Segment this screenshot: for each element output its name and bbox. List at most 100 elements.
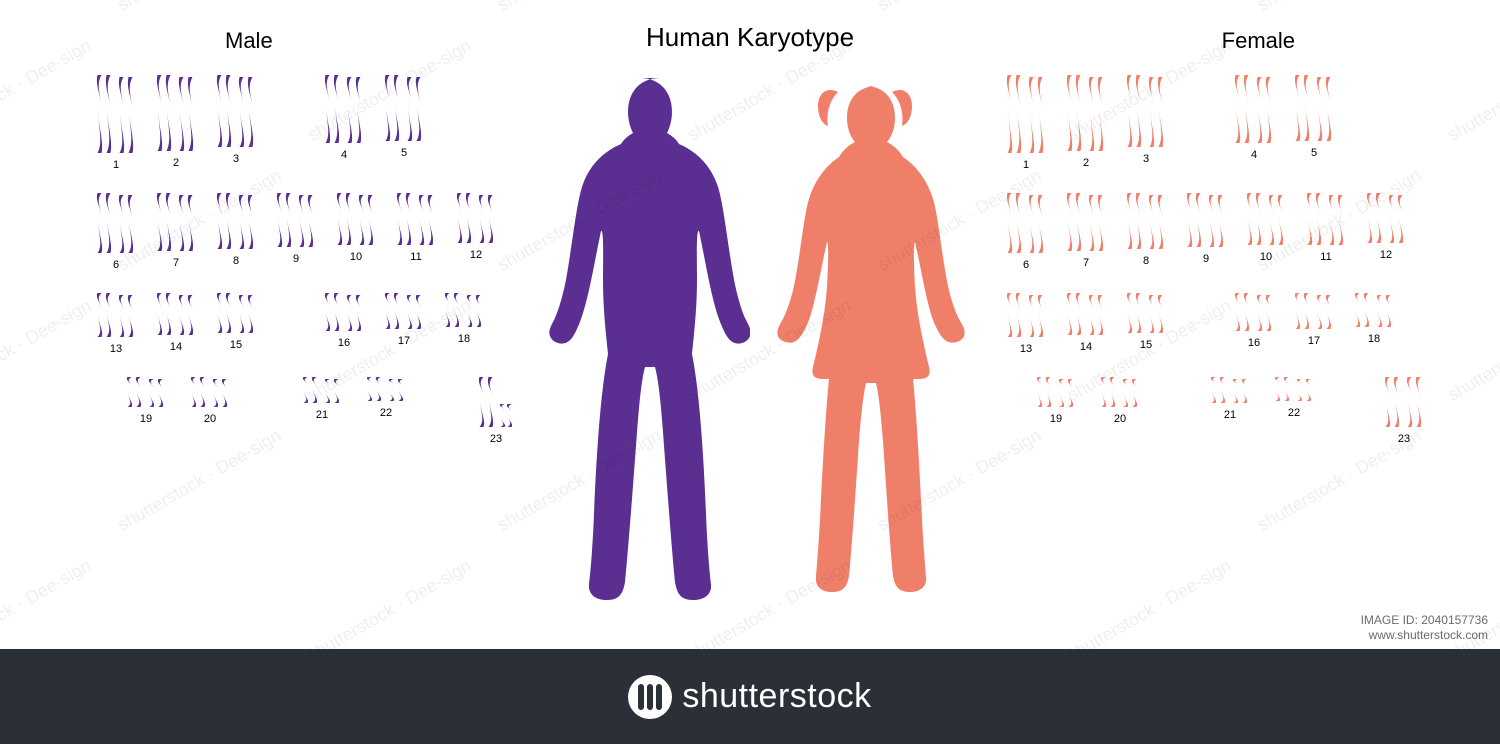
row-gap [1337, 377, 1361, 445]
row-gap [1185, 293, 1215, 355]
chromosome-pair-graphic [215, 193, 257, 249]
chromosome-pair-1: 1 [1005, 75, 1047, 171]
footer-bar: shutterstock [0, 649, 1500, 744]
chromosome-pair-graphic [395, 193, 437, 245]
chromosome-pair-7: 7 [155, 193, 197, 271]
chromosome-number-label: 10 [350, 251, 362, 263]
chromosome-number-label: 5 [401, 147, 407, 159]
karyotype-row: 19 20 21 22 23 [95, 377, 515, 445]
chromosome-number-label: 4 [341, 149, 347, 161]
chromosome-number-label: 23 [1398, 433, 1410, 445]
chromosome-pair-6: 6 [1005, 193, 1047, 271]
karyotype-row: 13 14 15 16 17 18 [95, 293, 515, 355]
chromosome-icon [1365, 193, 1385, 243]
chromosome-pair-1: 1 [95, 75, 137, 171]
chromosome-pair-5: 5 [1293, 75, 1335, 171]
chromosome-number-label: 13 [110, 343, 122, 355]
chromosome-icon [323, 293, 343, 331]
chromosome-icon [1065, 293, 1085, 335]
chromosome-pair-graphic [1005, 193, 1047, 253]
row-gap [275, 293, 305, 355]
chromosome-icon [1005, 193, 1025, 253]
chromosome-icon [189, 377, 209, 407]
chromosome-pair-9: 9 [1185, 193, 1227, 271]
chromosome-pair-19: 19 [1035, 377, 1077, 445]
chromosome-pair-graphic [95, 293, 137, 337]
footer-brand: shutterstock [628, 675, 871, 719]
chromosome-icon [387, 379, 407, 401]
chromosome-pair-10: 10 [335, 193, 377, 271]
chromosome-number-label: 1 [113, 159, 119, 171]
chromosome-number-label: 7 [173, 257, 179, 269]
chromosome-icon [1305, 193, 1325, 245]
chromosome-icon [117, 195, 137, 253]
chromosome-pair-12: 12 [455, 193, 497, 271]
chromosome-pair-graphic [95, 75, 137, 153]
chromosome-number-label: 16 [1248, 337, 1260, 349]
chromosome-number-label: 2 [1083, 157, 1089, 169]
chromosome-pair-3: 3 [1125, 75, 1167, 171]
chromosome-number-label: 12 [1380, 249, 1392, 261]
chromosome-pair-2: 2 [1065, 75, 1107, 171]
chromosome-number-label: 7 [1083, 257, 1089, 269]
chromosome-pair-graphic [1209, 377, 1251, 403]
chromosome-number-label: 23 [490, 433, 502, 445]
chromosome-icon [1293, 75, 1313, 141]
chromosome-icon [237, 195, 257, 249]
chromosome-icon [117, 295, 137, 337]
chromosome-pair-graphic [1365, 193, 1407, 243]
chromosome-icon [1233, 293, 1253, 331]
chromosome-number-label: 22 [1288, 407, 1300, 419]
watermark-text: shutterstock · Dee-sign [874, 0, 1045, 16]
chromosome-number-label: 14 [1080, 341, 1092, 353]
chromosome-pair-7: 7 [1065, 193, 1107, 271]
chromosome-number-label: 18 [1368, 333, 1380, 345]
center-silhouettes [530, 70, 970, 610]
chromosome-icon [323, 379, 343, 403]
chromosome-number-label: 3 [233, 153, 239, 165]
chromosome-pair-4: 4 [323, 75, 365, 171]
footer-brand-text: shutterstock [682, 677, 871, 716]
chromosome-number-label: 20 [1114, 413, 1126, 425]
chromosome-icon [1375, 295, 1395, 327]
chromosome-pair-graphic [1293, 75, 1335, 141]
page-title: Human Karyotype [646, 22, 854, 53]
chromosome-number-label: 1 [1023, 159, 1029, 171]
chromosome-icon [155, 293, 175, 335]
chromosome-pair-graphic [301, 377, 343, 403]
male-karyotype: 1 2 3 4 5 6 7 8 [95, 75, 515, 445]
chromosome-pair-17: 17 [383, 293, 425, 355]
chromosome-icon [1125, 75, 1145, 147]
karyotype-row: 1 2 3 4 5 [95, 75, 515, 171]
chromosome-pair-2: 2 [155, 75, 197, 171]
chromosome-pair-graphic [477, 377, 515, 427]
chromosome-pair-5: 5 [383, 75, 425, 171]
chromosome-icon [345, 77, 365, 143]
chromosome-pair-12: 12 [1365, 193, 1407, 271]
chromosome-pair-graphic [1353, 293, 1395, 327]
chromosome-pair-graphic [1125, 193, 1167, 249]
chromosome-pair-17: 17 [1293, 293, 1335, 355]
chromosome-icon [417, 195, 437, 245]
chromosome-icon [1207, 195, 1227, 247]
chromosome-icon [345, 295, 365, 331]
chromosome-icon [1125, 293, 1145, 333]
chromosome-number-label: 6 [113, 259, 119, 271]
chromosome-pair-graphic [1245, 193, 1287, 245]
chromosome-number-label: 22 [380, 407, 392, 419]
chromosome-pair-10: 10 [1245, 193, 1287, 271]
chromosome-pair-22: 22 [1273, 377, 1315, 445]
chromosome-pair-graphic [1005, 75, 1047, 153]
image-id-line2: www.shutterstock.com [1361, 628, 1488, 644]
chromosome-pair-graphic [1293, 293, 1335, 329]
row-gap [275, 75, 305, 171]
chromosome-icon [1353, 293, 1373, 327]
chromosome-number-label: 13 [1020, 343, 1032, 355]
chromosome-icon [443, 293, 463, 327]
chromosome-pair-21: 21 [1209, 377, 1251, 445]
chromosome-icon [323, 75, 343, 143]
chromosome-icon [405, 295, 425, 329]
chromosome-icon [357, 195, 377, 245]
watermark-text: shutterstock · Dee-sign [1254, 0, 1425, 16]
chromosome-pair-18: 18 [443, 293, 485, 355]
